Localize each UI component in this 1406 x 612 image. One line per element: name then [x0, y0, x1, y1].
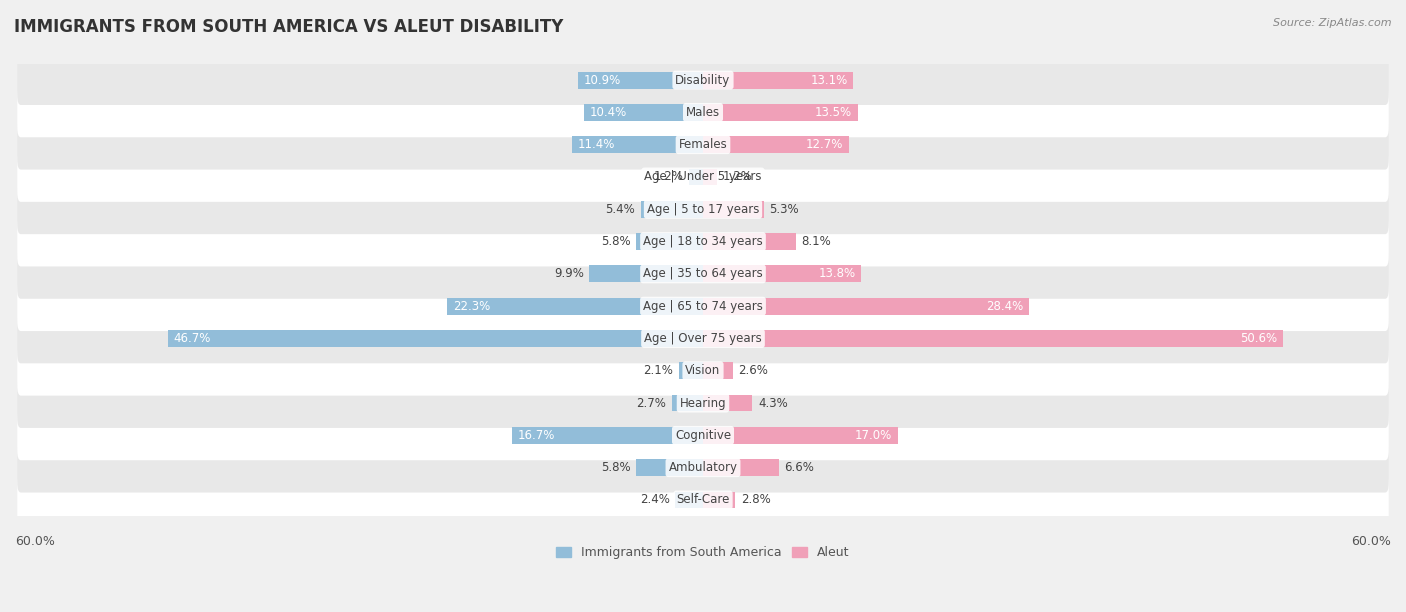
Text: Age | 5 to 17 years: Age | 5 to 17 years [647, 203, 759, 216]
Bar [679, 362, 703, 379]
Text: Disability: Disability [675, 73, 731, 87]
Text: 1.2%: 1.2% [654, 171, 683, 184]
Text: 5.8%: 5.8% [602, 461, 631, 474]
FancyBboxPatch shape [17, 411, 1389, 460]
Text: 5.8%: 5.8% [602, 235, 631, 248]
Legend: Immigrants from South America, Aleut: Immigrants from South America, Aleut [551, 541, 855, 564]
Bar [672, 395, 703, 411]
Text: 10.9%: 10.9% [583, 73, 621, 87]
Text: Vision: Vision [685, 364, 721, 377]
Bar [703, 136, 849, 153]
Bar [589, 266, 703, 282]
FancyBboxPatch shape [17, 184, 1389, 234]
Text: 60.0%: 60.0% [15, 536, 55, 548]
Text: 11.4%: 11.4% [578, 138, 616, 151]
Text: Self-Care: Self-Care [676, 493, 730, 507]
FancyBboxPatch shape [17, 55, 1389, 105]
Text: 8.1%: 8.1% [801, 235, 831, 248]
Bar [703, 330, 1284, 347]
Bar [703, 233, 796, 250]
FancyBboxPatch shape [17, 313, 1389, 364]
Text: 16.7%: 16.7% [517, 429, 554, 442]
FancyBboxPatch shape [17, 443, 1389, 493]
Text: Ambulatory: Ambulatory [668, 461, 738, 474]
FancyBboxPatch shape [17, 282, 1389, 331]
FancyBboxPatch shape [17, 346, 1389, 395]
Text: 28.4%: 28.4% [986, 300, 1024, 313]
Bar [703, 298, 1029, 315]
Bar [703, 266, 862, 282]
Bar [703, 459, 779, 476]
Text: 4.3%: 4.3% [758, 397, 787, 409]
Bar [703, 168, 717, 185]
Text: 12.7%: 12.7% [806, 138, 842, 151]
FancyBboxPatch shape [17, 249, 1389, 299]
Bar [703, 491, 735, 509]
Bar [637, 233, 703, 250]
Text: Source: ZipAtlas.com: Source: ZipAtlas.com [1274, 18, 1392, 28]
Text: IMMIGRANTS FROM SOUTH AMERICA VS ALEUT DISABILITY: IMMIGRANTS FROM SOUTH AMERICA VS ALEUT D… [14, 18, 564, 36]
Bar [689, 168, 703, 185]
FancyBboxPatch shape [17, 378, 1389, 428]
Text: 10.4%: 10.4% [589, 106, 627, 119]
Text: 50.6%: 50.6% [1240, 332, 1278, 345]
Text: 13.8%: 13.8% [818, 267, 855, 280]
Text: 13.5%: 13.5% [815, 106, 852, 119]
Bar [703, 201, 763, 218]
Bar [703, 104, 858, 121]
Text: 6.6%: 6.6% [785, 461, 814, 474]
Text: 1.2%: 1.2% [723, 171, 752, 184]
Text: 9.9%: 9.9% [554, 267, 583, 280]
Bar [572, 136, 703, 153]
Bar [637, 459, 703, 476]
Text: 5.4%: 5.4% [606, 203, 636, 216]
Bar [675, 491, 703, 509]
FancyBboxPatch shape [17, 120, 1389, 170]
Text: 60.0%: 60.0% [1351, 536, 1391, 548]
Text: 2.7%: 2.7% [637, 397, 666, 409]
Text: 46.7%: 46.7% [173, 332, 211, 345]
Bar [703, 427, 898, 444]
Text: Hearing: Hearing [679, 397, 727, 409]
Text: Males: Males [686, 106, 720, 119]
Bar [578, 72, 703, 89]
Text: 2.6%: 2.6% [738, 364, 769, 377]
Text: 22.3%: 22.3% [453, 300, 491, 313]
FancyBboxPatch shape [17, 88, 1389, 137]
FancyBboxPatch shape [17, 475, 1389, 525]
Text: 17.0%: 17.0% [855, 429, 893, 442]
Text: Age | Over 75 years: Age | Over 75 years [644, 332, 762, 345]
Text: 2.4%: 2.4% [640, 493, 669, 507]
Text: 2.1%: 2.1% [644, 364, 673, 377]
Text: Age | 18 to 34 years: Age | 18 to 34 years [643, 235, 763, 248]
Bar [703, 72, 853, 89]
Bar [512, 427, 703, 444]
Bar [583, 104, 703, 121]
Text: Cognitive: Cognitive [675, 429, 731, 442]
FancyBboxPatch shape [17, 152, 1389, 202]
Text: Age | 65 to 74 years: Age | 65 to 74 years [643, 300, 763, 313]
Bar [447, 298, 703, 315]
Text: Age | Under 5 years: Age | Under 5 years [644, 171, 762, 184]
Bar [167, 330, 703, 347]
Bar [703, 362, 733, 379]
Text: Females: Females [679, 138, 727, 151]
Text: Age | 35 to 64 years: Age | 35 to 64 years [643, 267, 763, 280]
Text: 13.1%: 13.1% [810, 73, 848, 87]
Bar [641, 201, 703, 218]
Bar [703, 395, 752, 411]
Text: 2.8%: 2.8% [741, 493, 770, 507]
Text: 5.3%: 5.3% [769, 203, 799, 216]
FancyBboxPatch shape [17, 217, 1389, 266]
